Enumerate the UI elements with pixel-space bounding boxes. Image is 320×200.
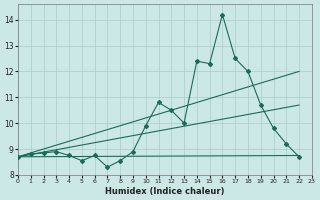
X-axis label: Humidex (Indice chaleur): Humidex (Indice chaleur) xyxy=(105,187,225,196)
